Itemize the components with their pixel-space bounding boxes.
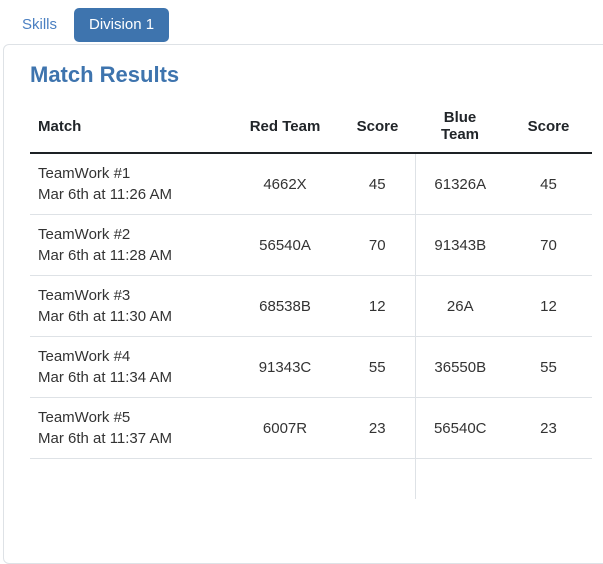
match-time: Mar 6th at 11:30 AM — [38, 308, 172, 325]
blue-score: 23 — [505, 397, 592, 459]
red-team: 68538B — [230, 275, 340, 337]
red-team: 6007R — [230, 397, 340, 459]
red-team: 91343C — [230, 336, 340, 398]
header-red-score: Score — [340, 103, 415, 154]
blue-team: 36550B — [414, 336, 505, 398]
match-time: Mar 6th at 11:28 AM — [38, 247, 172, 264]
blue-team: 56540C — [414, 397, 505, 459]
match-results-table: Match Red Team Score Blue Team Score Tea… — [30, 103, 592, 499]
header-blue-score: Score — [505, 103, 592, 154]
match-time: Mar 6th at 11:34 AM — [38, 369, 172, 386]
header-blue-team: Blue Team — [415, 103, 505, 154]
red-score: 23 — [340, 397, 415, 459]
blue-team: 61326A — [414, 153, 505, 215]
red-score: 45 — [340, 153, 415, 215]
red-score: 55 — [340, 336, 415, 398]
match-name: TeamWork #2 — [38, 226, 131, 243]
match-name: TeamWork #4 — [38, 348, 131, 365]
match-name: TeamWork #1 — [38, 165, 131, 182]
red-team: 4662X — [230, 153, 340, 215]
tab-division-1[interactable]: Division 1 — [74, 8, 170, 42]
table-row: TeamWork #1 Mar 6th at 11:26 AM 4662X 45… — [30, 153, 592, 215]
match-results-panel: Match Results Match Red Team Score Blue … — [3, 44, 603, 564]
match-name: TeamWork #3 — [38, 287, 131, 304]
blue-team: 91343B — [414, 214, 505, 276]
header-match: Match — [30, 103, 230, 154]
tab-bar: Skills Division 1 — [0, 0, 603, 42]
blue-team: 26A — [414, 275, 505, 337]
table-row: TeamWork #5 Mar 6th at 11:37 AM 6007R 23… — [30, 397, 592, 459]
table-row: TeamWork #2 Mar 6th at 11:28 AM 56540A 7… — [30, 214, 592, 276]
match-name: TeamWork #5 — [38, 409, 131, 426]
match-time: Mar 6th at 11:26 AM — [38, 186, 172, 203]
match-time: Mar 6th at 11:37 AM — [38, 430, 172, 447]
red-team: 56540A — [230, 214, 340, 276]
table-header-row: Match Red Team Score Blue Team Score — [30, 103, 592, 154]
panel-title: Match Results — [30, 62, 180, 87]
blue-score: 45 — [505, 153, 592, 215]
red-score: 12 — [340, 275, 415, 337]
blue-score: 12 — [505, 275, 592, 337]
table-row: TeamWork #3 Mar 6th at 11:30 AM 68538B 1… — [30, 275, 592, 337]
tab-skills[interactable]: Skills — [22, 16, 58, 33]
header-red-team: Red Team — [230, 103, 340, 154]
table-row-partial — [30, 458, 592, 499]
blue-score: 55 — [505, 336, 592, 398]
table-row: TeamWork #4 Mar 6th at 11:34 AM 91343C 5… — [30, 336, 592, 398]
blue-score: 70 — [505, 214, 592, 276]
red-score: 70 — [340, 214, 415, 276]
